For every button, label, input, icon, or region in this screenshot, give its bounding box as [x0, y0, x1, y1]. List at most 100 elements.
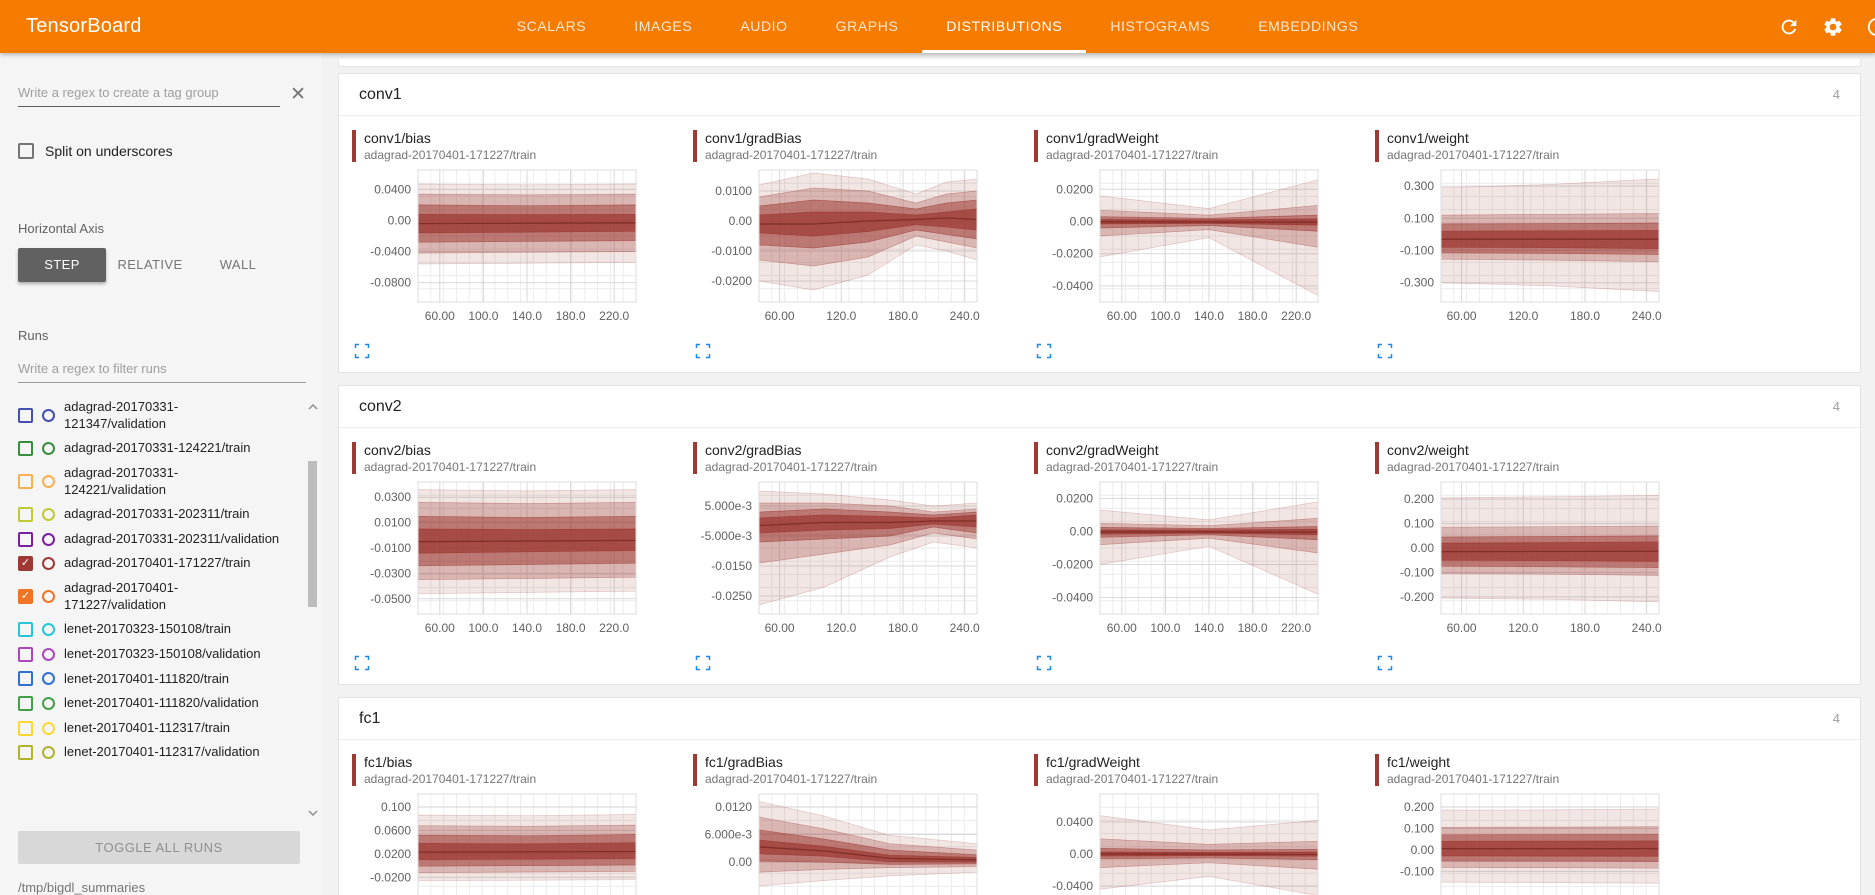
run-item[interactable]: lenet-20170401-111820/validation	[18, 691, 294, 716]
chart-title: conv2/gradBias	[705, 442, 802, 458]
close-icon[interactable]: ✕	[290, 84, 306, 105]
expand-chart-button[interactable]	[695, 343, 713, 361]
run-checkbox[interactable]	[18, 622, 33, 638]
chevron-down-icon[interactable]	[307, 805, 319, 816]
tab-images[interactable]: IMAGES	[634, 18, 693, 34]
run-item[interactable]: ✓ adagrad-20170401-171227/validation	[18, 576, 294, 617]
axis-option-wall[interactable]: WALL	[219, 257, 257, 272]
run-radio[interactable]	[42, 475, 55, 488]
section-header[interactable]: conv2 4	[339, 386, 1860, 428]
chart-head: fc1/gradWeight adagrad-20170401-171227/tr…	[1034, 754, 1375, 786]
run-radio[interactable]	[42, 746, 55, 760]
run-checkbox[interactable]	[18, 408, 33, 424]
run-checkbox[interactable]	[18, 441, 33, 457]
runs-filter-input[interactable]	[18, 357, 306, 383]
run-radio[interactable]	[42, 696, 55, 710]
svg-text:60.00: 60.00	[1107, 621, 1137, 635]
chevron-up-icon[interactable]	[307, 399, 319, 410]
tab-histograms[interactable]: HISTOGRAMS	[1110, 18, 1211, 34]
run-checkbox[interactable]	[18, 506, 33, 522]
run-radio[interactable]	[42, 442, 55, 456]
run-checkbox[interactable]	[18, 474, 33, 489]
tab-graphs[interactable]: GRAPHS	[835, 18, 899, 34]
run-item[interactable]: adagrad-20170331-124221/train	[18, 436, 294, 461]
expand-chart-button[interactable]	[354, 343, 372, 361]
run-item[interactable]: adagrad-20170331-202311/train	[18, 502, 294, 527]
run-checkbox[interactable]	[18, 720, 33, 736]
expand-chart-button[interactable]	[1036, 655, 1054, 673]
run-item[interactable]: adagrad-20170331-124221/validation	[18, 461, 294, 502]
chart-plot: 0.100 0.0600 0.0200 -0.0200	[352, 790, 693, 895]
run-checkbox[interactable]	[18, 671, 33, 687]
section-header[interactable]: fc1 4	[339, 698, 1860, 740]
run-radio[interactable]	[42, 532, 55, 546]
axis-option-step[interactable]: STEP	[18, 248, 106, 282]
chart-head: fc1/gradBias adagrad-20170401-171227/trai…	[693, 754, 1034, 786]
run-checkbox[interactable]	[18, 646, 33, 662]
tab-embeddings[interactable]: EMBEDDINGS	[1258, 18, 1359, 34]
tab-audio[interactable]: AUDIO	[740, 18, 788, 34]
chart-card: conv1/bias adagrad-20170401-171227/train 0…	[352, 130, 693, 361]
run-radio[interactable]	[42, 672, 55, 686]
run-radio[interactable]	[42, 507, 55, 521]
run-item[interactable]: lenet-20170401-112317/validation	[18, 740, 294, 765]
run-radio[interactable]	[42, 647, 55, 661]
section-count: 4	[1832, 711, 1840, 726]
svg-text:-0.100: -0.100	[1400, 244, 1434, 258]
run-item[interactable]: adagrad-20170331-121347/validation	[18, 395, 294, 436]
run-checkbox[interactable]: ✓	[18, 556, 33, 572]
expand-chart-button[interactable]	[354, 655, 372, 673]
runs-label: Runs	[18, 328, 49, 343]
run-item[interactable]: lenet-20170323-150108/train	[18, 617, 294, 642]
scrollbar-thumb[interactable]	[308, 461, 317, 607]
chart-title: fc1/weight	[1387, 754, 1451, 770]
expand-chart-button[interactable]	[695, 655, 713, 673]
run-item[interactable]: ✓ adagrad-20170401-171227/train	[18, 551, 294, 576]
chart-title: conv1/gradWeight	[1046, 130, 1159, 146]
run-item[interactable]: lenet-20170401-111820/train	[18, 667, 294, 692]
expand-chart-button[interactable]	[1036, 343, 1054, 361]
run-checkbox[interactable]	[18, 695, 33, 711]
axis-option-relative[interactable]: RELATIVE	[117, 257, 183, 272]
distribution-plot: 0.0300 0.0100 -0.0100 -0.0300 -0.0500 60.00 10…	[370, 481, 637, 635]
run-radio[interactable]	[42, 590, 55, 604]
chart-head: conv1/weight adagrad-20170401-171227/trai…	[1375, 130, 1716, 162]
chart-card: conv1/gradWeight adagrad-20170401-171227/…	[1034, 130, 1375, 361]
svg-text:60.00: 60.00	[425, 621, 455, 635]
run-checkbox[interactable]	[18, 745, 33, 761]
tab-scalars[interactable]: SCALARS	[516, 18, 587, 34]
run-checkbox[interactable]	[18, 531, 33, 547]
run-radio[interactable]	[42, 557, 55, 571]
svg-text:60.00: 60.00	[765, 621, 795, 635]
chart-title: conv1/weight	[1387, 130, 1469, 146]
run-radio[interactable]	[42, 721, 55, 735]
run-item[interactable]: adagrad-20170331-202311/validation	[18, 527, 294, 552]
refresh-icon[interactable]	[1777, 15, 1801, 39]
expand-chart-button[interactable]	[1377, 655, 1395, 673]
split-underscores-label: Split on underscores	[45, 143, 173, 159]
svg-text:0.100: 0.100	[1404, 821, 1434, 835]
run-list-scrollbar[interactable]	[306, 399, 320, 816]
tag-group-conv2: conv2 4 conv2/bias adagrad-20170401-171227/…	[338, 385, 1861, 685]
svg-text:0.0100: 0.0100	[715, 184, 752, 198]
run-name: adagrad-20170331-124221/train	[64, 440, 251, 456]
run-checkbox[interactable]: ✓	[18, 589, 33, 605]
settings-icon[interactable]	[1821, 15, 1845, 39]
svg-text:-0.300: -0.300	[1400, 276, 1434, 290]
toggle-all-runs-button[interactable]: TOGGLE ALL RUNS	[18, 831, 300, 864]
chart-head: conv2/gradBias adagrad-20170401-171227/tr…	[693, 442, 1034, 474]
run-radio[interactable]	[42, 409, 55, 423]
svg-text:-0.0200: -0.0200	[370, 870, 411, 884]
split-underscores-checkbox[interactable]: Split on underscores	[18, 143, 322, 159]
tab-distributions[interactable]: DISTRIBUTIONS	[922, 0, 1086, 53]
help-icon[interactable]: ?	[1865, 15, 1875, 39]
tag-filter-input[interactable]	[18, 81, 281, 107]
svg-text:60.00: 60.00	[1447, 621, 1477, 635]
run-item[interactable]: lenet-20170401-112317/train	[18, 716, 294, 741]
chart-run-label: adagrad-20170401-171227/train	[364, 772, 537, 786]
run-item[interactable]: lenet-20170323-150108/validation	[18, 642, 294, 667]
expand-chart-button[interactable]	[1377, 343, 1395, 361]
section-title: conv1	[359, 85, 402, 103]
run-radio[interactable]	[42, 623, 55, 637]
section-header[interactable]: conv1 4	[339, 74, 1860, 116]
